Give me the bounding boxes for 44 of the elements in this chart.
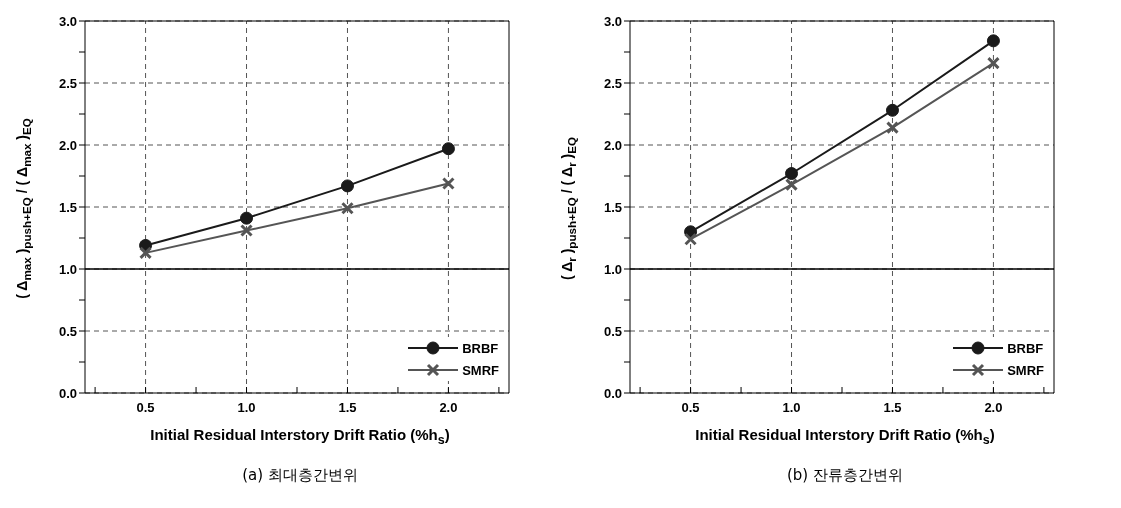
x-tick-label: 1.5: [338, 400, 357, 416]
legend-label: SMRF: [462, 362, 499, 378]
y-tick-label: 0.0: [58, 385, 77, 401]
y-tick-label: 2.5: [603, 75, 622, 91]
point: [340, 179, 354, 193]
y-tick-label: 3.0: [603, 13, 622, 29]
legend-label: SMRF: [1007, 362, 1044, 378]
y-tick-label: 2.0: [603, 137, 622, 153]
y-tick-label: 2.0: [58, 137, 77, 153]
x-tick-label: 0.5: [681, 400, 700, 416]
y-tick-label: 3.0: [58, 13, 77, 29]
y-tick-label: 0.5: [603, 323, 622, 339]
point: [986, 56, 1000, 70]
x-tick-label: 2.0: [439, 400, 458, 416]
point: [785, 178, 799, 192]
y-tick-label: 1.0: [58, 261, 77, 277]
y-tick-label: 1.5: [58, 199, 77, 215]
x-axis-title: Initial Residual Interstory Drift Ratio (%h$_{s}$): [149, 426, 451, 447]
x-tick-label: 1.5: [883, 400, 902, 416]
point: [885, 103, 899, 117]
x-axis-title: Initial Residual Interstory Drift Ratio (%h$_{s}$): [694, 426, 996, 447]
x-tick-label: 0.5: [136, 400, 155, 416]
text: (a) 최대층간변위: [241, 466, 359, 485]
y-tick-label: 1.5: [603, 199, 622, 215]
point: [684, 232, 698, 246]
y-tick-label: 0.5: [58, 323, 77, 339]
text: (b) 잔류층간변위: [786, 466, 904, 485]
y-tick-label: 1.0: [603, 261, 622, 277]
point: [240, 224, 254, 238]
point: [441, 142, 455, 156]
legend-label: BRBF: [462, 340, 499, 356]
y-tick-label: 0.0: [603, 385, 622, 401]
x-tick-label: 2.0: [984, 400, 1003, 416]
point: [441, 176, 455, 190]
x-tick-label: 1.0: [237, 400, 256, 416]
point: [986, 34, 1000, 48]
y-tick-label: 2.5: [58, 75, 77, 91]
point: [885, 121, 899, 135]
point: [139, 246, 153, 260]
point: [785, 167, 799, 181]
x-tick-label: 1.0: [782, 400, 801, 416]
point: [340, 201, 354, 215]
legend-label: BRBF: [1007, 340, 1044, 356]
point: [240, 211, 254, 225]
